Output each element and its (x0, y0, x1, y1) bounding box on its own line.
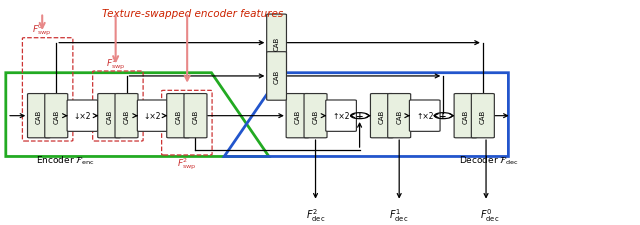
Text: CAB: CAB (463, 109, 468, 123)
FancyBboxPatch shape (454, 94, 477, 138)
Text: CAB: CAB (193, 109, 198, 123)
Text: ↓×2: ↓×2 (144, 112, 161, 121)
Text: CAB: CAB (480, 109, 486, 123)
Text: $F_{\mathrm{swp}}^{0}$: $F_{\mathrm{swp}}^{0}$ (32, 23, 51, 38)
Text: CAB: CAB (379, 109, 385, 123)
FancyBboxPatch shape (410, 101, 440, 132)
Text: $F_{\mathrm{swp}}^{2}$: $F_{\mathrm{swp}}^{2}$ (177, 156, 197, 171)
Text: $F_{\mathrm{dec}}^{0}$: $F_{\mathrm{dec}}^{0}$ (479, 206, 499, 223)
Text: +: + (440, 112, 447, 121)
FancyBboxPatch shape (138, 101, 168, 132)
Text: ↑×2: ↑×2 (332, 112, 350, 121)
FancyBboxPatch shape (267, 52, 287, 101)
FancyBboxPatch shape (371, 94, 394, 138)
Text: CAB: CAB (124, 109, 129, 123)
Text: CAB: CAB (396, 109, 402, 123)
Text: CAB: CAB (36, 109, 42, 123)
Text: CAB: CAB (53, 109, 60, 123)
FancyBboxPatch shape (388, 94, 411, 138)
FancyBboxPatch shape (115, 94, 138, 138)
Text: Texture-swapped encoder features: Texture-swapped encoder features (102, 9, 283, 19)
Text: $F_{\mathrm{dec}}^{1}$: $F_{\mathrm{dec}}^{1}$ (390, 206, 409, 223)
Text: CAB: CAB (175, 109, 181, 123)
Text: $F_{\mathrm{swp}}^{1}$: $F_{\mathrm{swp}}^{1}$ (106, 56, 125, 71)
Text: CAB: CAB (273, 36, 280, 51)
Text: $F_{\mathrm{dec}}^{2}$: $F_{\mathrm{dec}}^{2}$ (306, 206, 325, 223)
FancyBboxPatch shape (304, 94, 327, 138)
Text: CAB: CAB (312, 109, 319, 123)
Text: +: + (356, 112, 364, 121)
Text: ↓×2: ↓×2 (74, 112, 91, 121)
FancyBboxPatch shape (167, 94, 189, 138)
FancyBboxPatch shape (286, 94, 309, 138)
Text: Decoder $\mathcal{F}_{\mathrm{dec}}$: Decoder $\mathcal{F}_{\mathrm{dec}}$ (460, 154, 519, 167)
Text: CAB: CAB (273, 70, 280, 84)
Text: CAB: CAB (294, 109, 301, 123)
FancyBboxPatch shape (28, 94, 51, 138)
FancyBboxPatch shape (267, 15, 287, 72)
FancyBboxPatch shape (67, 101, 98, 132)
Text: ↑×2: ↑×2 (416, 112, 433, 121)
FancyBboxPatch shape (471, 94, 494, 138)
Text: CAB: CAB (106, 109, 112, 123)
FancyBboxPatch shape (98, 94, 121, 138)
Text: Encoder $\mathcal{F}_{\mathrm{enc}}$: Encoder $\mathcal{F}_{\mathrm{enc}}$ (36, 154, 95, 167)
FancyBboxPatch shape (326, 101, 356, 132)
FancyBboxPatch shape (45, 94, 68, 138)
FancyBboxPatch shape (184, 94, 207, 138)
